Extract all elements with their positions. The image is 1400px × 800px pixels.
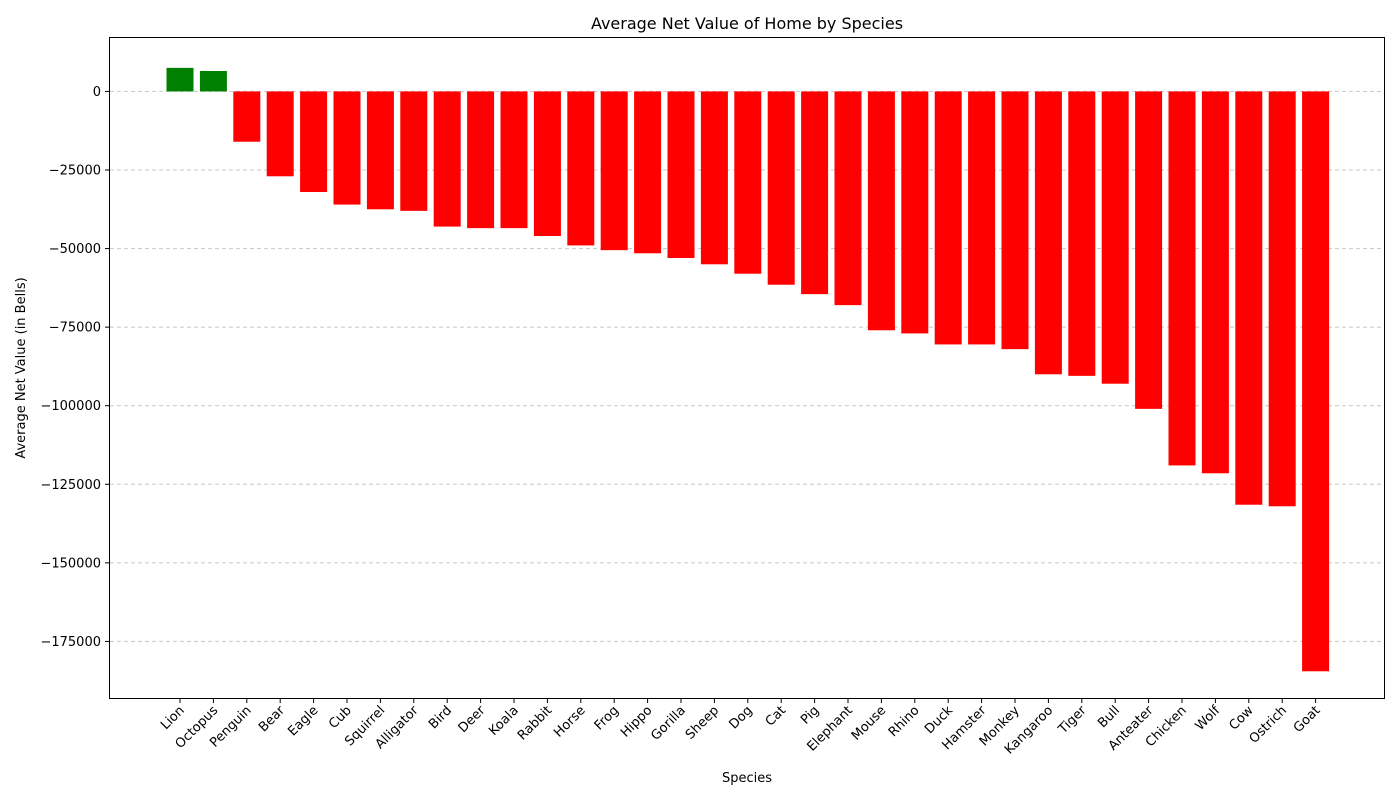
bar-wolf — [1201, 91, 1229, 474]
y-tick-label: −150000 — [40, 556, 101, 571]
bar-pig — [801, 91, 829, 295]
bar-bear — [266, 91, 294, 177]
x-tick-label: Frog — [592, 703, 622, 733]
x-tick-label: Bird — [426, 703, 455, 732]
x-tick-label: Bear — [256, 703, 288, 735]
x-tick-label: Cow — [1226, 703, 1256, 733]
bar-kangaroo — [1034, 91, 1062, 375]
bar-squirrel — [366, 91, 394, 210]
bar-cub — [333, 91, 361, 205]
bar-ostrich — [1268, 91, 1296, 507]
bar-hippo — [634, 91, 662, 254]
bar-deer — [467, 91, 495, 229]
bar-duck — [934, 91, 962, 345]
bar-hamster — [968, 91, 996, 345]
bar-bull — [1101, 91, 1129, 384]
bar-anteater — [1135, 91, 1163, 409]
bar-horse — [567, 91, 595, 246]
y-axis: 0 −25000 −50000 −75000 −100000 −125000 −150000… — [40, 85, 110, 650]
bar-rabbit — [533, 91, 561, 236]
y-tick-label: −175000 — [40, 635, 101, 650]
x-tick-label: Sheep — [683, 703, 722, 742]
bar-mouse — [867, 91, 895, 331]
x-tick-label: Eagle — [285, 703, 321, 739]
bar-rhino — [901, 91, 929, 334]
x-tick-label: Horse — [551, 703, 588, 740]
bar-sheep — [700, 91, 728, 265]
x-tick-label: Deer — [456, 703, 489, 736]
bar-eagle — [300, 91, 328, 192]
x-tick-label: Mouse — [849, 703, 889, 743]
x-tick-label: Rhino — [886, 703, 923, 740]
y-tick-label: −50000 — [49, 242, 101, 257]
x-tick-label: Bull — [1095, 703, 1123, 731]
bar-bird — [433, 91, 461, 227]
bar-goat — [1302, 91, 1330, 672]
y-tick-label: −25000 — [49, 164, 101, 179]
x-axis-label: Species — [722, 771, 772, 786]
chart-title: Average Net Value of Home by Species — [591, 14, 903, 33]
y-tick-label: −125000 — [40, 478, 101, 493]
y-tick-label: 0 — [93, 85, 101, 100]
x-tick-label: Rabbit — [515, 703, 555, 743]
bar-elephant — [834, 91, 862, 306]
bar-tiger — [1068, 91, 1096, 376]
bar-penguin — [233, 91, 261, 142]
x-tick-label: Goat — [1291, 703, 1324, 736]
x-tick-label: Cub — [326, 703, 355, 732]
x-tick-label: Gorilla — [648, 703, 688, 743]
x-tick-label: Dog — [726, 703, 755, 732]
y-axis-label: Average Net Value (in Bells) — [14, 277, 29, 458]
bar-frog — [600, 91, 628, 251]
x-tick-label: Tiger — [1055, 703, 1090, 738]
bar-chicken — [1168, 91, 1196, 466]
x-tick-label: Pig — [798, 703, 822, 727]
bar-cow — [1235, 91, 1263, 505]
x-tick-label: Cat — [763, 703, 789, 729]
bar-koala — [500, 91, 528, 229]
x-tick-label: Lion — [158, 703, 188, 733]
bar-octopus — [199, 71, 227, 92]
x-tick-label: Ostrich — [1247, 703, 1290, 746]
x-tick-label: Wolf — [1193, 703, 1224, 734]
plot-frame — [109, 37, 1385, 699]
bar-gorilla — [667, 91, 695, 258]
y-tick-label: −75000 — [49, 321, 101, 336]
bar-lion — [166, 67, 194, 92]
bar-alligator — [400, 91, 428, 211]
bar-dog — [734, 91, 762, 274]
bars — [166, 67, 1330, 672]
bar-cat — [767, 91, 795, 285]
y-tick-label: −100000 — [40, 399, 101, 414]
bar-monkey — [1001, 91, 1029, 350]
